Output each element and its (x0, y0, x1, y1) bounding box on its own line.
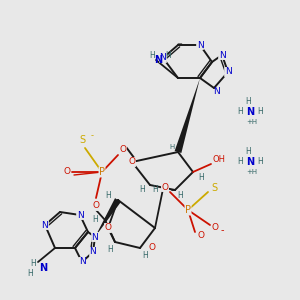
Text: N: N (246, 107, 254, 117)
Text: H: H (169, 144, 175, 150)
Text: S: S (211, 183, 217, 193)
Text: O: O (92, 202, 100, 211)
Text: H: H (257, 107, 263, 116)
Text: N: N (42, 220, 48, 230)
Text: H: H (107, 245, 113, 254)
Text: H: H (149, 50, 155, 59)
Text: O: O (119, 146, 127, 154)
Text: H: H (237, 158, 243, 166)
Polygon shape (95, 198, 121, 237)
Text: =: = (176, 41, 182, 47)
Text: N: N (219, 50, 225, 59)
Text: P: P (185, 205, 191, 215)
Text: O: O (161, 182, 169, 191)
Text: P: P (99, 167, 105, 177)
Text: N: N (76, 211, 83, 220)
Text: N: N (39, 263, 47, 273)
Text: +H: +H (246, 169, 258, 175)
Text: N: N (246, 157, 254, 167)
Text: H: H (105, 190, 111, 200)
Text: O: O (148, 244, 155, 253)
Text: -: - (220, 225, 224, 235)
Text: O: O (212, 223, 218, 232)
Text: S: S (79, 135, 85, 145)
Text: H: H (198, 173, 204, 182)
Text: N: N (79, 257, 86, 266)
Text: N: N (160, 53, 167, 62)
Text: +H: +H (246, 119, 258, 125)
Text: H: H (152, 185, 158, 194)
Text: N: N (196, 40, 203, 50)
Text: H: H (139, 185, 145, 194)
Text: H: H (165, 50, 171, 59)
Text: O: O (104, 224, 112, 232)
Text: N: N (90, 248, 96, 256)
Polygon shape (175, 78, 200, 153)
Text: H: H (27, 269, 33, 278)
Text: H: H (245, 148, 251, 157)
Text: H: H (245, 98, 251, 106)
Text: N: N (225, 68, 231, 76)
Text: H: H (142, 251, 148, 260)
Text: H: H (92, 215, 98, 224)
Text: H: H (237, 107, 243, 116)
Text: N: N (92, 232, 98, 242)
Text: O: O (64, 167, 70, 176)
Text: H: H (30, 260, 36, 268)
Text: -: - (91, 131, 94, 140)
Text: O: O (128, 158, 136, 166)
Text: H: H (257, 158, 263, 166)
Text: H: H (177, 191, 183, 200)
Text: O: O (197, 232, 205, 241)
Text: N: N (154, 55, 162, 65)
Text: N: N (213, 86, 219, 95)
Text: OH: OH (212, 155, 226, 164)
